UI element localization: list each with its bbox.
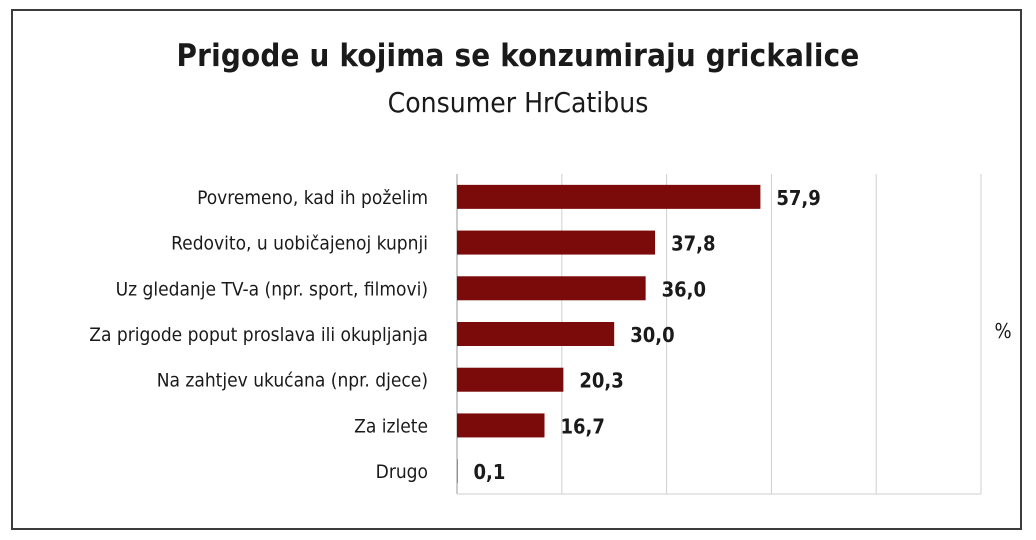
data-label: 57,9 [776,186,820,210]
bar [457,322,615,346]
bar [457,413,545,438]
gridlines [456,174,982,495]
data-label: 16,7 [561,414,605,438]
bar [457,230,656,255]
data-label: 37,8 [671,232,715,256]
data-label: 0,1 [474,460,506,484]
chart-subtitle: Consumer HrCatibus [387,86,649,119]
chart-frame [11,9,1022,530]
category-label: Na zahtjev ukućana (npr. djece) [157,370,428,392]
category-label: Za izlete [354,415,428,437]
chart-title: Prigode u kojima se konzumiraju grickali… [176,38,860,74]
category-label: Drugo [376,461,428,483]
category-label: Uz gledanje TV-a (npr. sport, filmovi) [116,278,428,300]
category-label: Za prigode poput proslava ili okupljanja [89,324,428,346]
bar [457,184,761,209]
bar [457,276,646,301]
category-label: Povremeno, kad ih poželim [197,187,428,209]
bar [457,459,458,484]
category-label: Redovito, u uobičajenoj kupnji [171,233,428,255]
data-label: 30,0 [630,323,674,347]
data-label: 20,3 [579,369,623,393]
bars [457,184,761,484]
category-labels: Povremeno, kad ih poželim Redovito, u uob… [89,187,428,483]
value-labels: 57,9 37,8 36,0 30,0 20,3 16,7 0,1 [474,186,821,484]
bar [457,367,564,392]
unit-label: % [994,319,1011,343]
data-label: 36,0 [662,277,706,301]
